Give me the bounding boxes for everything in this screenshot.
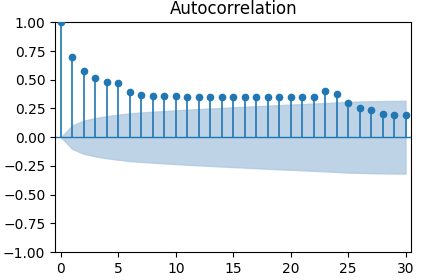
Title: Autocorrelation: Autocorrelation xyxy=(169,0,297,18)
